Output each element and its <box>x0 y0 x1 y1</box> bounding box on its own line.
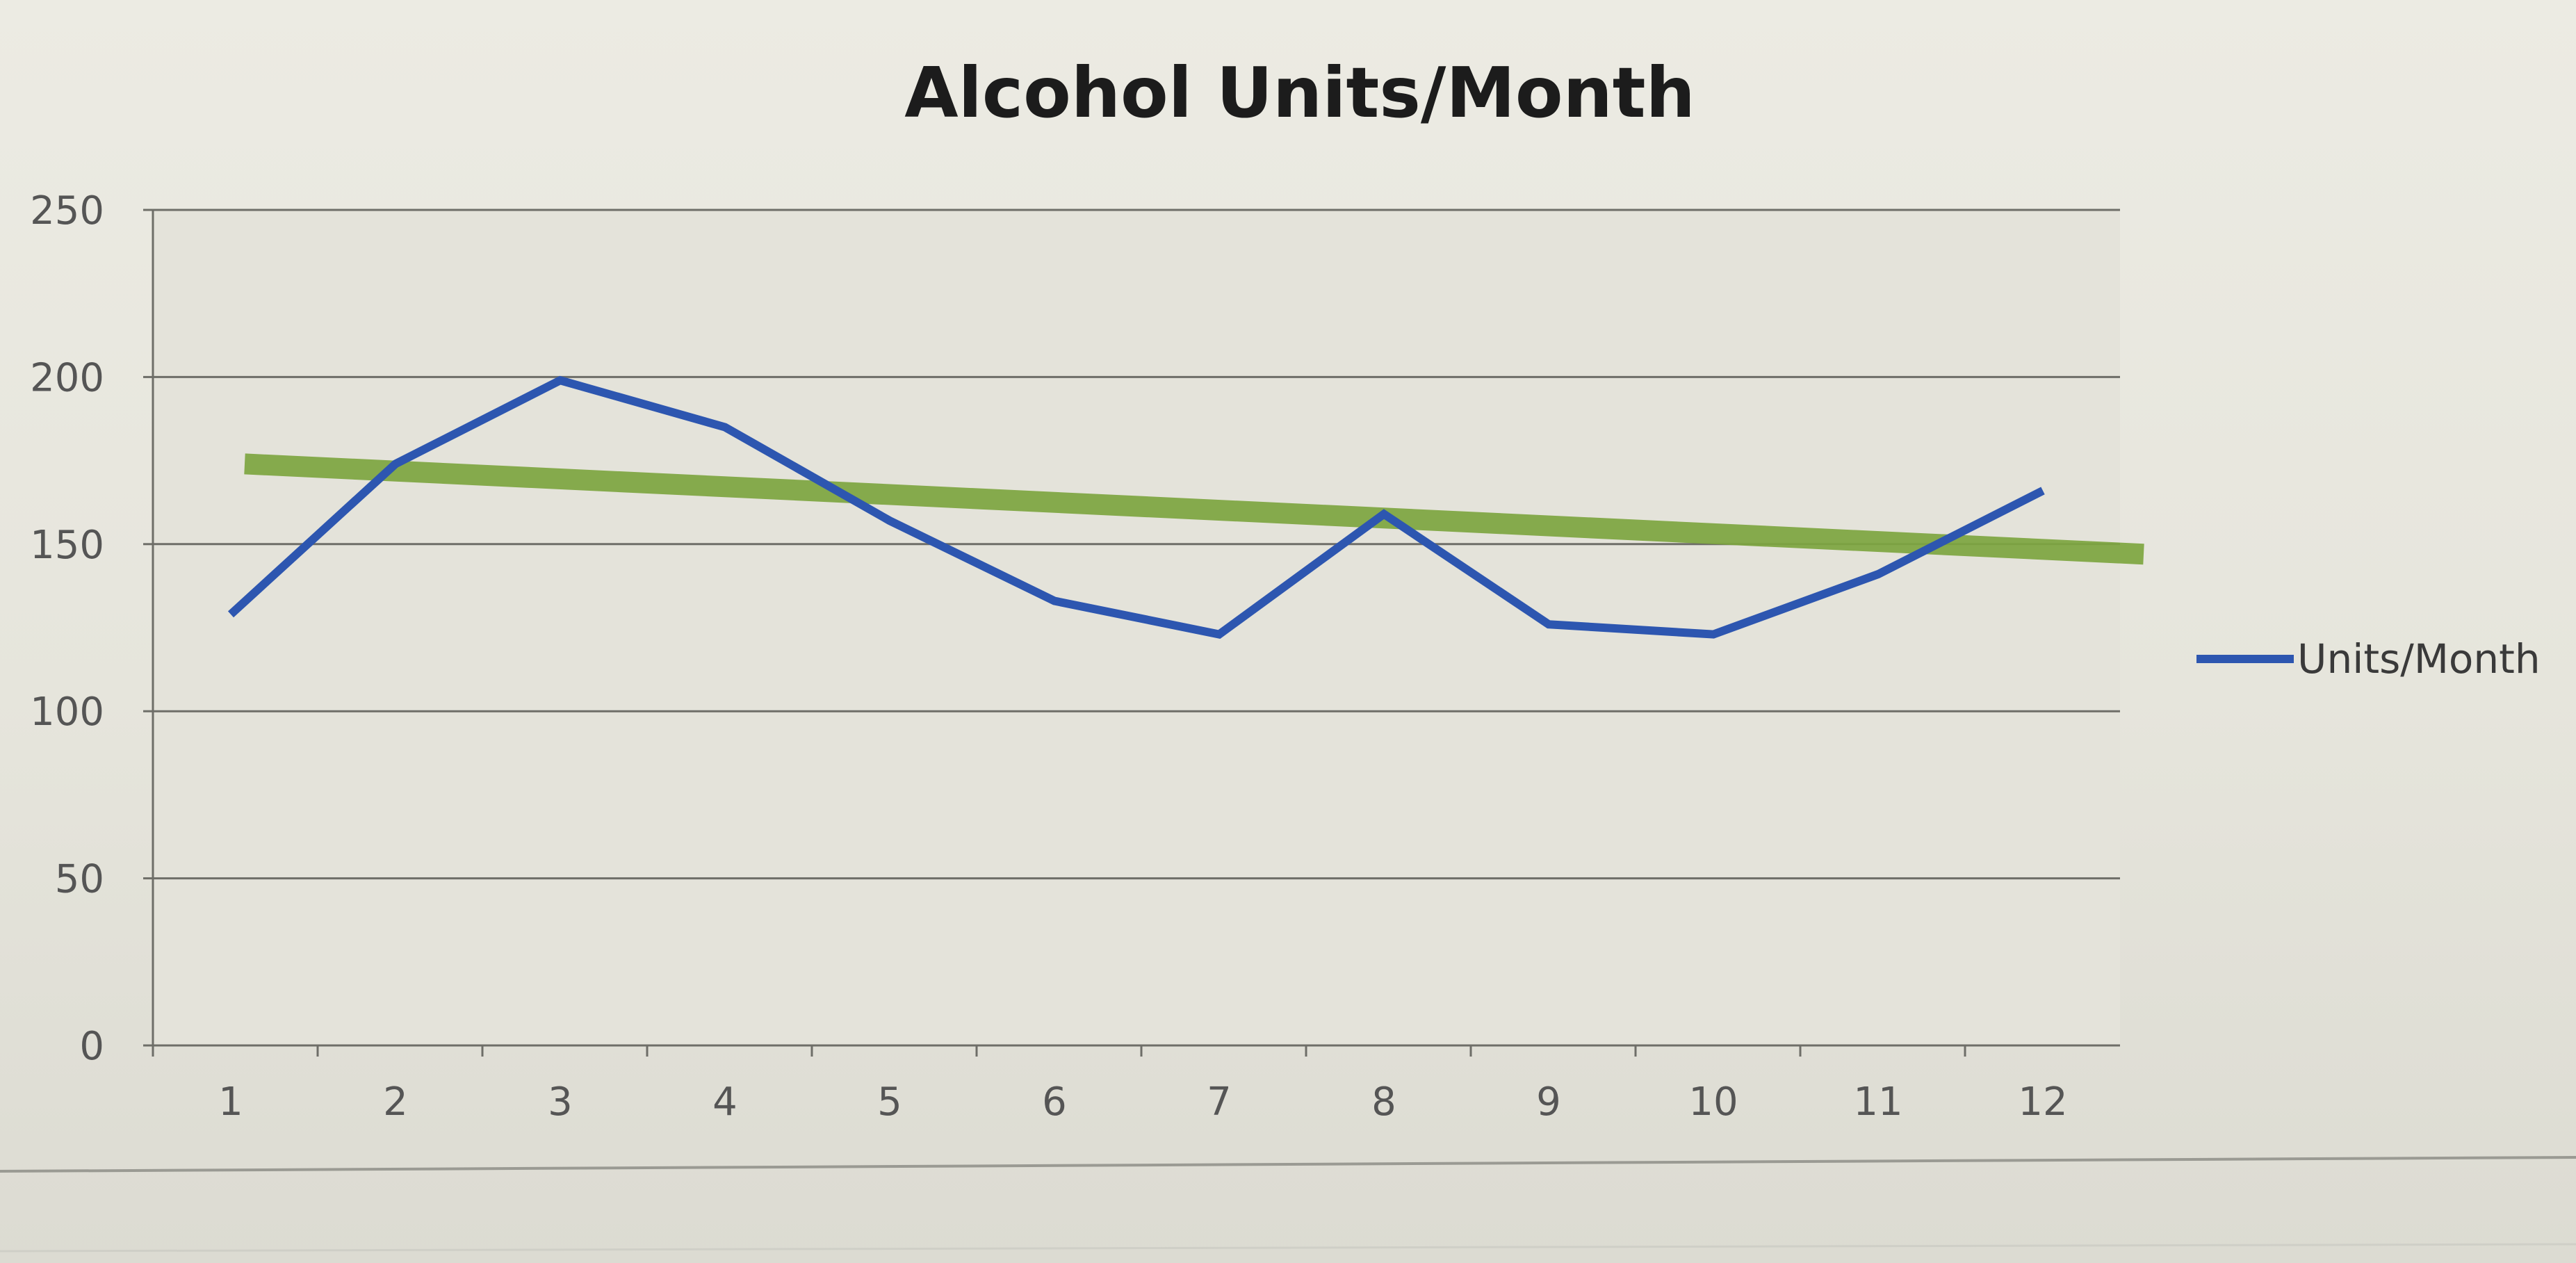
y-tick-label: 100 <box>30 690 104 735</box>
x-tick-label: 2 <box>383 1079 408 1125</box>
y-tick-label: 250 <box>30 188 104 234</box>
y-tick-label: 200 <box>30 355 104 400</box>
x-tick-label: 10 <box>1688 1079 1738 1125</box>
sheet-divider-line <box>0 1156 2576 1173</box>
x-tick-label: 12 <box>2018 1079 2067 1125</box>
trendline <box>244 453 2144 565</box>
x-tick-label: 8 <box>1371 1079 1396 1125</box>
x-tick-label: 9 <box>1536 1079 1561 1125</box>
y-axis-tick-labels: 0 50 100 150 200 250 <box>30 188 104 1069</box>
legend: Units/Month <box>2196 635 2541 683</box>
x-tick-label: 3 <box>548 1079 573 1125</box>
x-tick-label: 4 <box>712 1079 737 1125</box>
series-line-units-per-month <box>227 375 2045 639</box>
y-tick-label: 50 <box>55 857 104 902</box>
x-axis-tick-labels: 1 2 3 4 5 6 7 8 9 10 11 12 <box>218 1079 2067 1125</box>
axes <box>143 209 2120 1057</box>
sheet-gridline <box>0 1243 2576 1253</box>
x-tick-label: 11 <box>1853 1079 1902 1125</box>
chart-title: Alcohol Units/Month <box>904 52 1695 133</box>
linear-trendline <box>244 453 2144 565</box>
y-tick-label: 0 <box>79 1024 104 1069</box>
x-tick-label: 6 <box>1042 1079 1067 1125</box>
series-lines <box>227 375 2045 639</box>
x-tick-label: 1 <box>218 1079 243 1125</box>
x-tick-label: 7 <box>1207 1079 1232 1125</box>
x-tick-label: 5 <box>877 1079 902 1125</box>
gridlines <box>153 209 2120 880</box>
legend-label: Units/Month <box>2297 635 2541 683</box>
y-tick-label: 150 <box>30 523 104 568</box>
plot-area-background <box>153 210 2120 1045</box>
